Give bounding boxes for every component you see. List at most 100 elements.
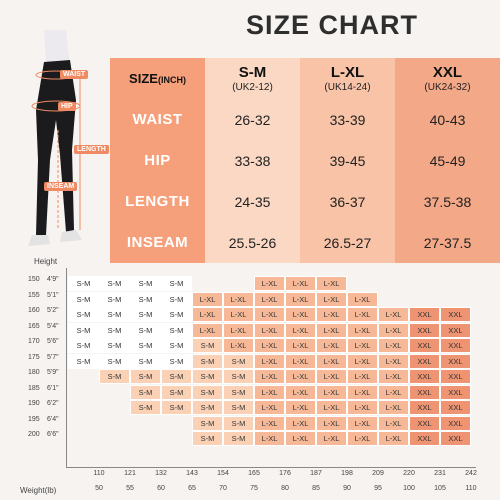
table-row-inseam: INSEAM 25.5-26 26.5-27 27-37.5 [110,222,500,263]
size-grid-cell: S-M [223,353,254,369]
size-grid-cell: XXL [440,415,471,431]
size-grid-cell: S-M [68,276,99,291]
size-grid-cell: L-XL [378,400,409,415]
size-grid-cell: S-M [68,338,99,353]
column-uk: (UK24-32) [424,82,471,93]
size-grid-cell: L-XL [254,353,285,369]
height-cm-label: 185 [28,384,40,392]
weight-kg-label: 100 [403,485,415,492]
size-grid-cell: S-M [68,353,99,369]
height-cm-label: 180 [28,369,40,376]
column-header-lxl: L-XL (UK14-24) [300,58,395,99]
size-grid-cell: L-XL [347,322,378,338]
table-cell: 40-43 [395,99,500,140]
size-grid-cell: L-XL [316,307,347,322]
weight-lb-label: 165 [248,470,260,477]
size-grid-cell: L-XL [285,338,316,353]
size-grid-cell: XXL [409,431,440,446]
size-grid-cell: XXL [409,353,440,369]
weight-lb-label: 231 [434,470,446,477]
height-cm-label: 155 [28,291,40,299]
table-cell: 27-37.5 [395,222,500,263]
size-grid-cell: XXL [440,307,471,322]
size-grid-cell: L-XL [285,353,316,369]
table-cell: 33-39 [300,99,395,140]
weight-kg-label: 80 [281,485,289,492]
size-grid-cell: XXL [440,431,471,446]
size-grid-cell: S-M [130,384,161,400]
size-grid-cell: S-M [130,369,161,384]
column-name: S-M [238,64,267,81]
size-grid-cell: S-M [161,353,192,369]
size-grid-cell: L-XL [316,338,347,353]
weight-kg-label: 110 [465,485,477,492]
size-grid-cell: S-M [99,307,130,322]
table-cell: 45-49 [395,140,500,181]
size-grid-cell: L-XL [378,338,409,353]
size-grid-cell: L-XL [254,291,285,307]
size-grid-cell: L-XL [347,353,378,369]
size-grid-cell: L-XL [316,415,347,431]
size-grid-cell: XXL [409,322,440,338]
size-grid-cell: S-M [130,291,161,307]
waist-label: WAIST [60,70,89,79]
size-grid-cell: S-M [192,353,223,369]
size-grid-cell: S-M [161,369,192,384]
height-ft-label: 5'6" [47,338,59,345]
column-header-xxl: XXL (UK24-32) [395,58,500,99]
column-name: L-XL [330,64,365,81]
height-axis-line [66,268,67,468]
height-cm-label: 165 [28,322,40,330]
height-ft-label: 6'2" [47,400,59,407]
size-grid-cell: L-XL [254,276,285,291]
size-grid-cell: S-M [223,415,254,431]
table-cell: 33-38 [205,140,300,181]
size-grid-cell: L-XL [347,415,378,431]
height-cm-label: 200 [28,431,40,438]
weight-lb-label: 132 [155,470,167,477]
size-grid-cell: L-XL [347,291,378,307]
size-grid-cell: L-XL [316,400,347,415]
size-grid-cell: L-XL [192,322,223,338]
height-cm-label: 160 [28,307,40,314]
height-ft-label: 5'7" [47,353,59,361]
weight-kg-label: 75 [250,485,258,492]
size-grid-cell: L-XL [192,291,223,307]
size-grid-cell: L-XL [316,384,347,400]
size-grid-cell: L-XL [285,369,316,384]
weight-lb-label: 198 [341,470,353,477]
height-axis-title: Height [34,257,58,266]
size-grid-cell: XXL [440,400,471,415]
size-grid-cell: XXL [409,400,440,415]
size-grid-cell: XXL [409,384,440,400]
size-header-label: SIZE [129,71,158,86]
size-grid-cell: XXL [409,338,440,353]
height-ft-label: 5'1" [47,291,59,299]
weight-lb-label: 220 [403,470,415,477]
height-cm-label: 195 [28,415,40,423]
size-grid-cell: S-M [192,431,223,446]
size-grid-cell: S-M [99,322,130,338]
height-ft-label: 4'9" [47,276,59,283]
row-label: LENGTH [110,181,205,222]
height-cm-label: 170 [28,338,40,345]
size-grid-cell: L-XL [254,307,285,322]
weight-lb-label: 154 [217,470,229,477]
size-grid-cell: L-XL [192,307,223,322]
height-cm-label: 175 [28,353,40,361]
height-ft-label: 5'4" [47,322,59,330]
height-ft-label: 6'4" [47,415,59,423]
size-grid-cell: L-XL [285,307,316,322]
weight-axis-title: Weight(lb) [20,486,57,495]
size-grid-cell: XXL [440,338,471,353]
weight-kg-label: 55 [126,485,134,492]
size-grid-cell: L-XL [316,353,347,369]
column-name: XXL [432,64,463,81]
size-grid-cell: S-M [99,338,130,353]
weight-lb-label: 209 [372,470,384,477]
size-grid-cell: L-XL [316,276,347,291]
size-grid-cell: L-XL [285,322,316,338]
size-header-cell: SIZE(INCH) [110,58,205,99]
table-cell: 26.5-27 [300,222,395,263]
weight-kg-label: 65 [188,485,196,492]
